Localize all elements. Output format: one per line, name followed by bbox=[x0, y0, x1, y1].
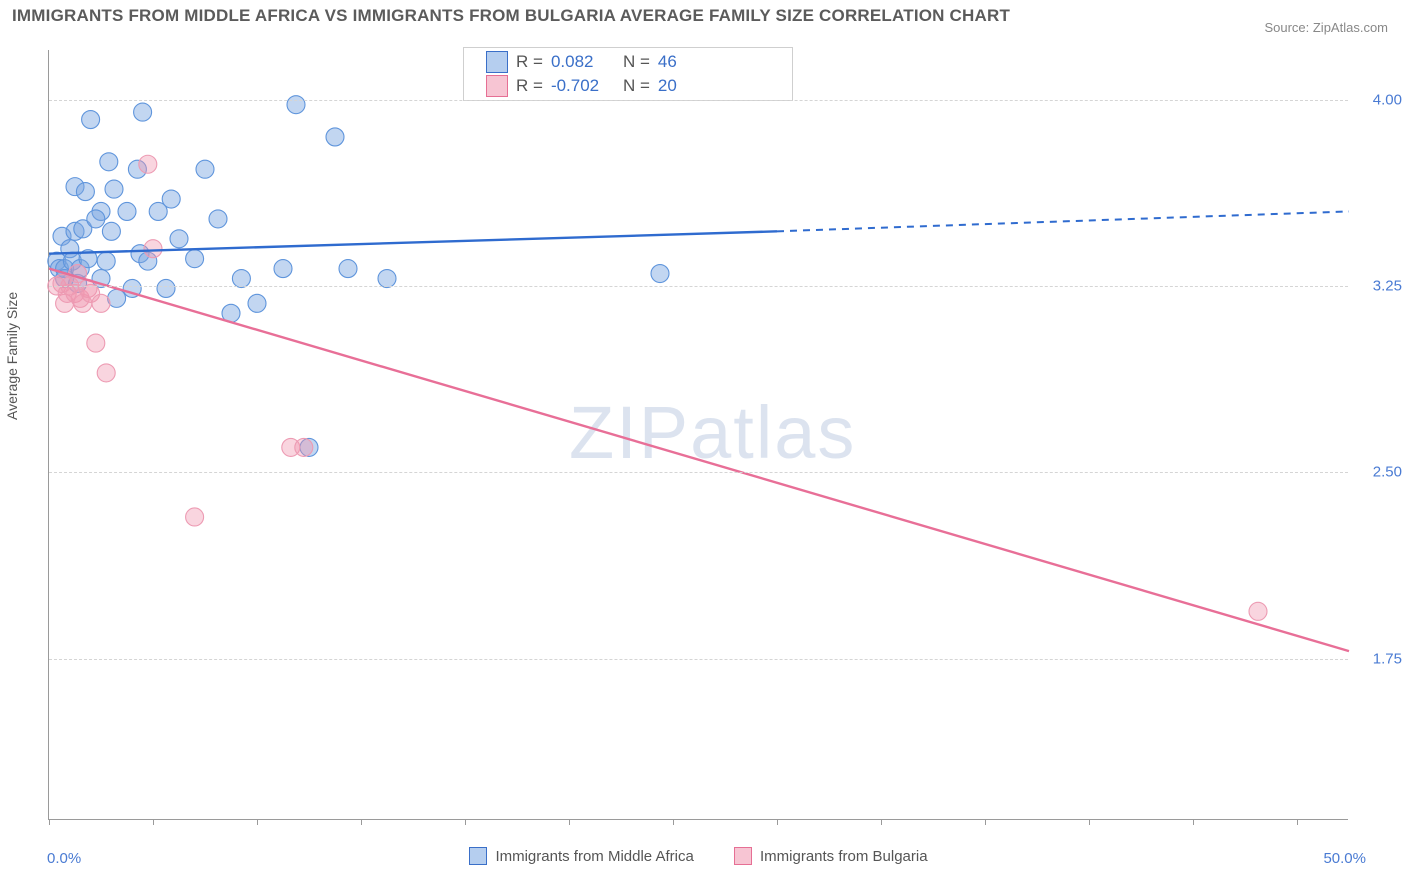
r-label: R = bbox=[516, 76, 543, 96]
x-tick-mark bbox=[777, 819, 778, 825]
scatter-point bbox=[162, 190, 180, 208]
x-tick-mark bbox=[1193, 819, 1194, 825]
chart-svg bbox=[49, 50, 1348, 819]
scatter-point bbox=[87, 334, 105, 352]
scatter-point bbox=[157, 279, 175, 297]
scatter-point bbox=[295, 438, 313, 456]
gridline bbox=[49, 659, 1348, 660]
scatter-point bbox=[248, 294, 266, 312]
legend-item-series-0: Immigrants from Middle Africa bbox=[469, 847, 693, 865]
gridline bbox=[49, 100, 1348, 101]
scatter-point bbox=[144, 240, 162, 258]
legend-row-series-0: R = 0.082 N = 46 bbox=[464, 50, 792, 74]
y-tick-label: 2.50 bbox=[1373, 464, 1402, 481]
scatter-point bbox=[105, 180, 123, 198]
y-tick-label: 1.75 bbox=[1373, 650, 1402, 667]
bottom-legend: Immigrants from Middle Africa Immigrants… bbox=[49, 847, 1348, 869]
x-tick-mark bbox=[881, 819, 882, 825]
y-tick-label: 3.25 bbox=[1373, 277, 1402, 294]
x-tick-mark bbox=[153, 819, 154, 825]
scatter-point bbox=[97, 364, 115, 382]
scatter-point bbox=[339, 260, 357, 278]
trend-line-dashed bbox=[777, 211, 1349, 231]
swatch-icon bbox=[469, 847, 487, 865]
x-tick-mark bbox=[1297, 819, 1298, 825]
scatter-point bbox=[186, 508, 204, 526]
scatter-point bbox=[100, 153, 118, 171]
legend-label: Immigrants from Bulgaria bbox=[760, 848, 928, 865]
scatter-point bbox=[232, 270, 250, 288]
trend-line bbox=[49, 269, 1349, 652]
x-tick-mark bbox=[985, 819, 986, 825]
correlation-legend-box: R = 0.082 N = 46 R = -0.702 N = 20 bbox=[463, 47, 793, 101]
r-value: -0.702 bbox=[551, 76, 615, 96]
scatter-point bbox=[82, 111, 100, 129]
scatter-point bbox=[651, 265, 669, 283]
scatter-point bbox=[76, 183, 94, 201]
n-label: N = bbox=[623, 52, 650, 72]
scatter-point bbox=[97, 252, 115, 270]
legend-label: Immigrants from Middle Africa bbox=[495, 848, 693, 865]
y-tick-label: 4.00 bbox=[1373, 91, 1402, 108]
scatter-point bbox=[196, 160, 214, 178]
scatter-point bbox=[287, 96, 305, 114]
x-tick-mark bbox=[673, 819, 674, 825]
gridline bbox=[49, 286, 1348, 287]
x-tick-mark bbox=[49, 819, 50, 825]
x-tick-mark bbox=[1089, 819, 1090, 825]
x-tick-mark bbox=[569, 819, 570, 825]
scatter-point bbox=[102, 222, 120, 240]
gridline bbox=[49, 472, 1348, 473]
n-value: 46 bbox=[658, 52, 722, 72]
swatch-icon bbox=[486, 51, 508, 73]
scatter-point bbox=[186, 250, 204, 268]
scatter-point bbox=[170, 230, 188, 248]
legend-item-series-1: Immigrants from Bulgaria bbox=[734, 847, 928, 865]
x-tick-mark bbox=[361, 819, 362, 825]
scatter-point bbox=[118, 202, 136, 220]
source-attribution: Source: ZipAtlas.com bbox=[1264, 20, 1388, 35]
scatter-point bbox=[87, 210, 105, 228]
y-axis-label: Average Family Size bbox=[4, 292, 20, 420]
scatter-point bbox=[378, 270, 396, 288]
scatter-point bbox=[139, 155, 157, 173]
scatter-point bbox=[326, 128, 344, 146]
x-tick-mark bbox=[257, 819, 258, 825]
swatch-icon bbox=[734, 847, 752, 865]
scatter-point bbox=[92, 294, 110, 312]
r-label: R = bbox=[516, 52, 543, 72]
x-tick-mark bbox=[465, 819, 466, 825]
scatter-point bbox=[1249, 602, 1267, 620]
legend-row-series-1: R = -0.702 N = 20 bbox=[464, 74, 792, 98]
scatter-point bbox=[274, 260, 292, 278]
n-value: 20 bbox=[658, 76, 722, 96]
plot-area: ZIPatlas R = 0.082 N = 46 R = -0.702 N =… bbox=[48, 50, 1348, 820]
scatter-point bbox=[209, 210, 227, 228]
chart-title: IMMIGRANTS FROM MIDDLE AFRICA VS IMMIGRA… bbox=[12, 6, 1010, 26]
swatch-icon bbox=[486, 75, 508, 97]
r-value: 0.082 bbox=[551, 52, 615, 72]
n-label: N = bbox=[623, 76, 650, 96]
scatter-point bbox=[134, 103, 152, 121]
